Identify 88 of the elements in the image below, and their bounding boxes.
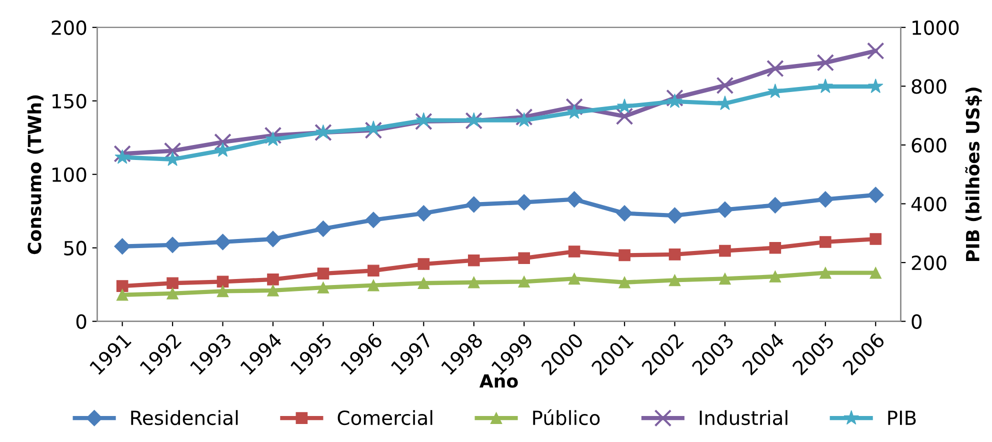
point [818, 78, 834, 94]
point [766, 60, 784, 78]
x-axis-title: Ano [479, 374, 518, 388]
y2-axis-title: PIB (bilhões US$) [965, 88, 982, 261]
point [820, 236, 832, 248]
point [618, 276, 630, 288]
point [166, 288, 178, 300]
y-tick-label: 50 [64, 240, 86, 256]
legend-label: Residencial [131, 410, 238, 426]
point [666, 89, 684, 107]
point [516, 194, 532, 210]
point [466, 196, 482, 213]
point [267, 274, 279, 286]
point [214, 133, 232, 151]
point [816, 54, 834, 72]
y-tick-label: 100 [52, 167, 86, 182]
point [368, 279, 380, 292]
point [820, 266, 832, 279]
point [668, 274, 681, 286]
point [214, 234, 231, 250]
point [317, 268, 330, 280]
point [315, 220, 332, 237]
point [518, 252, 530, 264]
point [364, 122, 382, 139]
y2-tick-label: 400 [911, 196, 946, 212]
y2-tick-label: 600 [912, 138, 946, 153]
y2-tick-label: 200 [912, 256, 946, 270]
point [618, 249, 630, 262]
point [866, 42, 884, 60]
point [415, 205, 432, 222]
y-tick-label: 200 [52, 20, 86, 36]
point [114, 149, 130, 164]
y-axis-title: Consumo (TWh) [27, 95, 44, 254]
point [264, 126, 282, 144]
legend-label: Industrial [700, 410, 788, 426]
point [216, 285, 229, 298]
point [867, 186, 884, 204]
point [769, 242, 782, 254]
legend-label: Público [533, 409, 600, 426]
point [566, 98, 583, 116]
y2-tick-label: 1000 [912, 20, 959, 36]
point [768, 83, 783, 98]
point [667, 93, 682, 108]
point [568, 246, 580, 258]
point [365, 212, 382, 228]
point [116, 288, 128, 301]
point [568, 272, 580, 285]
point [518, 276, 530, 288]
point [418, 258, 430, 270]
y2-tick-label: 0 [912, 314, 922, 329]
point [719, 244, 731, 257]
point [616, 98, 632, 113]
point [566, 191, 583, 208]
point [317, 282, 330, 294]
point [666, 207, 683, 224]
point [769, 270, 782, 282]
legend-label: PIB [888, 410, 916, 425]
point [114, 145, 132, 162]
point [566, 104, 582, 119]
point [414, 112, 432, 130]
point [116, 280, 128, 292]
point [870, 266, 882, 279]
legend-label: Comercial [338, 410, 432, 426]
point [216, 276, 229, 288]
point [817, 191, 834, 208]
point [868, 78, 884, 94]
y-tick-label: 150 [52, 94, 86, 109]
point [264, 230, 282, 248]
point [418, 277, 430, 290]
point [766, 197, 784, 214]
point [368, 264, 380, 277]
point [719, 272, 731, 285]
point [668, 248, 681, 260]
point [416, 112, 432, 127]
point [164, 236, 181, 254]
y2-tick-label: 800 [912, 79, 946, 94]
point [468, 254, 480, 266]
point [468, 276, 480, 288]
y-tick-label: 0 [76, 314, 86, 329]
point [870, 233, 882, 245]
point [114, 238, 131, 255]
point [166, 277, 178, 290]
point [716, 201, 734, 218]
point [267, 284, 279, 296]
point [515, 108, 533, 126]
point [616, 108, 634, 125]
point [616, 205, 633, 222]
point [716, 76, 734, 94]
